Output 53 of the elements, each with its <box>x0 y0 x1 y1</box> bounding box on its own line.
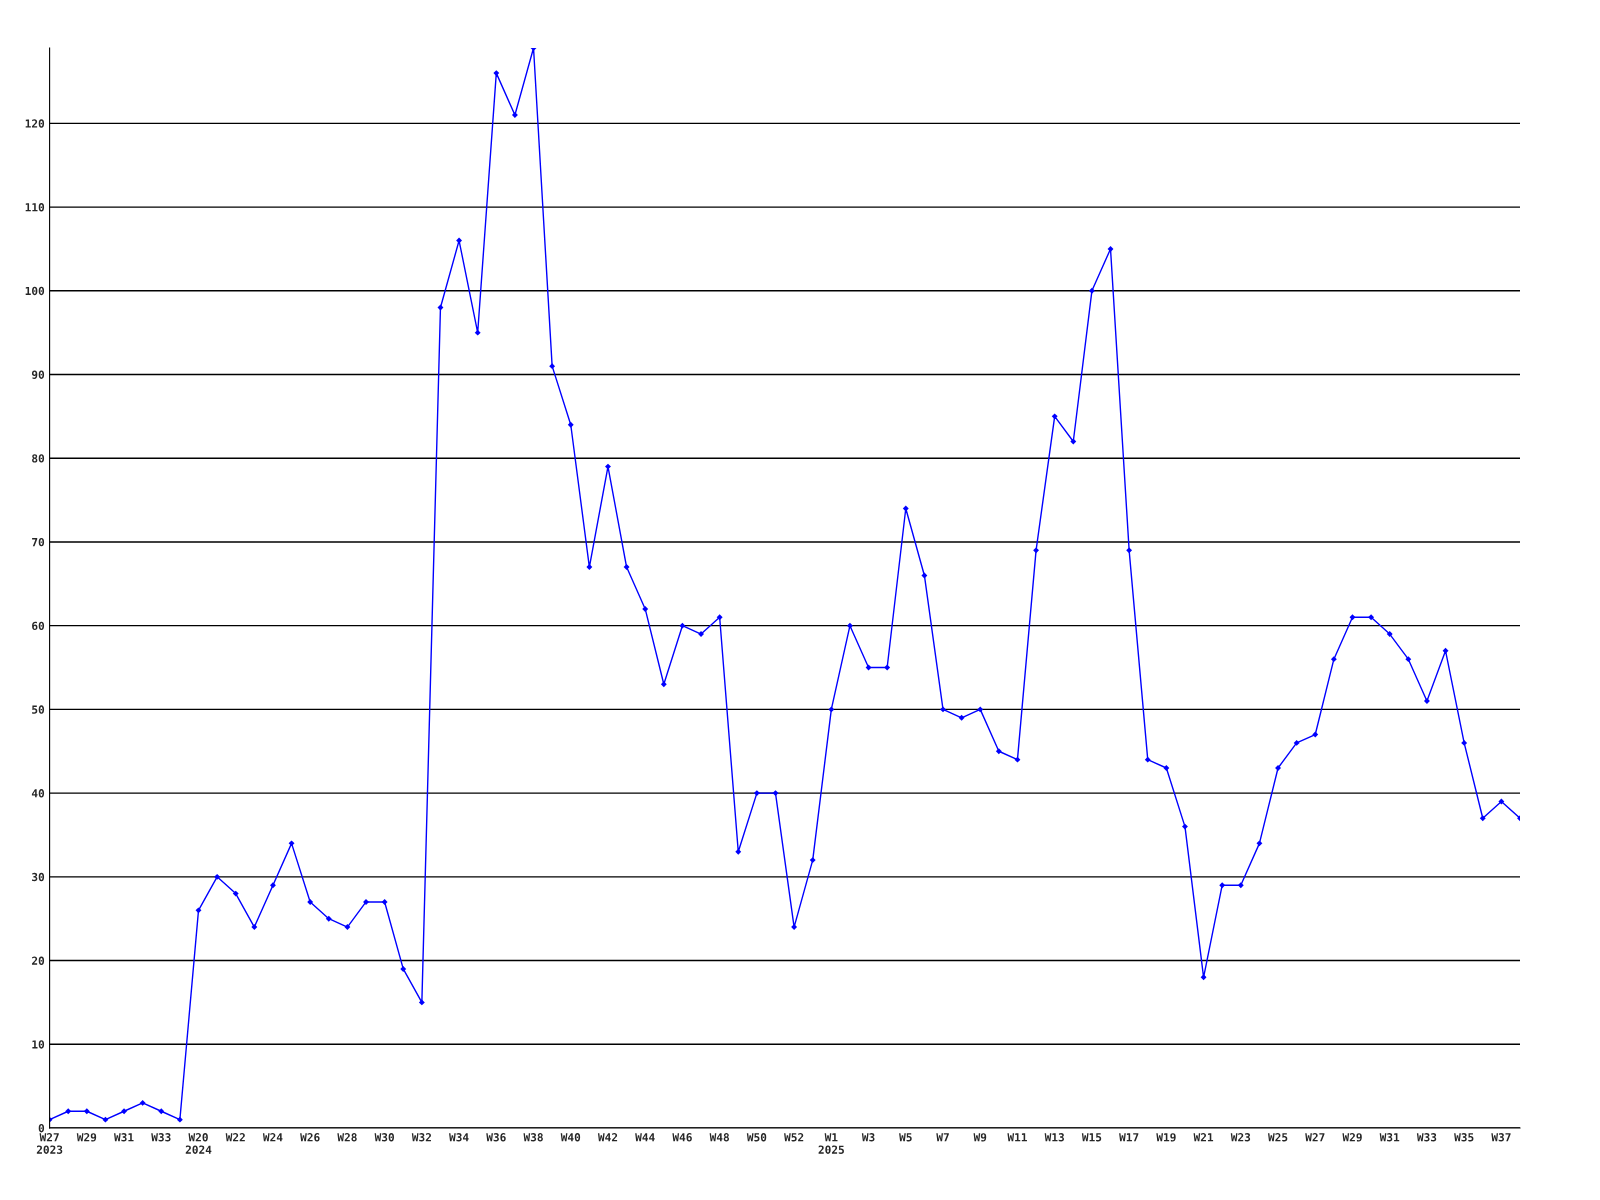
x-tick-label: W31 <box>114 1133 134 1142</box>
x-tick-label: W3 <box>861 1133 875 1142</box>
y-tick-label: 100 <box>25 286 45 296</box>
x-tick-label: W32 <box>411 1133 431 1142</box>
x-tick-label: W52 <box>784 1133 804 1142</box>
x-tick-label: W29 <box>1342 1133 1362 1142</box>
y-tick-label: 80 <box>32 454 45 463</box>
y-tick-label: 70 <box>32 537 45 547</box>
x-tick-label: W19 <box>1156 1133 1176 1142</box>
x-tick-label: W38 <box>523 1133 543 1142</box>
x-tick-label: W9 <box>973 1133 987 1142</box>
x-tick-label: W37 <box>1491 1133 1511 1142</box>
y-tick-label: 30 <box>32 872 45 882</box>
y-tick-label: 20 <box>31 956 45 965</box>
x-tick-label: W28 <box>337 1133 357 1142</box>
x-tick-label: W31 <box>1379 1133 1400 1142</box>
x-tick-label: W1 2025 <box>818 1133 844 1154</box>
x-tick-label: W50 <box>746 1133 767 1142</box>
x-tick-label: W26 <box>300 1133 320 1142</box>
x-tick-label: W44 <box>635 1133 655 1142</box>
x-tick-label: W23 <box>1230 1133 1251 1142</box>
y-tick-label: 110 <box>25 203 45 212</box>
x-tick-label: W30 <box>374 1133 394 1142</box>
x-tick-label: W21 <box>1193 1133 1214 1142</box>
x-tick-label: W40 <box>560 1133 581 1142</box>
x-tick-label: W13 <box>1044 1133 1064 1142</box>
x-tick-label: W33 <box>1416 1133 1437 1142</box>
x-tick-label: W48 <box>709 1133 729 1142</box>
x-tick-label: W29 <box>76 1133 97 1142</box>
y-tick-label: 120 <box>25 119 45 128</box>
x-tick-label: W27 2023 <box>36 1133 63 1154</box>
x-tick-label: W11 <box>1007 1133 1027 1142</box>
y-tick-label: 10 <box>32 1040 45 1049</box>
y-tick-label: 90 <box>31 370 45 379</box>
y-tick-label: 0 <box>38 1123 45 1133</box>
x-tick-label: W34 <box>449 1133 469 1142</box>
x-tick-label: W24 <box>262 1133 283 1142</box>
x-tick-label: W5 <box>899 1133 912 1142</box>
x-tick-label: W22 <box>225 1133 245 1142</box>
x-tick-label: W46 <box>672 1133 692 1142</box>
x-tick-label: W25 <box>1268 1133 1288 1142</box>
x-tick-label: W33 <box>151 1133 171 1142</box>
x-tick-label: W35 <box>1454 1133 1474 1142</box>
x-tick-label: W15 <box>1081 1133 1102 1142</box>
y-tick-label: 60 <box>32 621 45 631</box>
x-tick-label: W20 2024 <box>185 1133 212 1154</box>
x-tick-label: W36 <box>486 1133 506 1142</box>
x-tick-label: W17 <box>1119 1133 1139 1142</box>
x-tick-label: W27 <box>1305 1133 1325 1142</box>
y-tick-label: 40 <box>31 789 45 798</box>
x-tick-label: W7 <box>936 1133 949 1142</box>
x-tick-label: W42 <box>597 1133 618 1142</box>
y-tick-label: 50 <box>32 705 45 714</box>
